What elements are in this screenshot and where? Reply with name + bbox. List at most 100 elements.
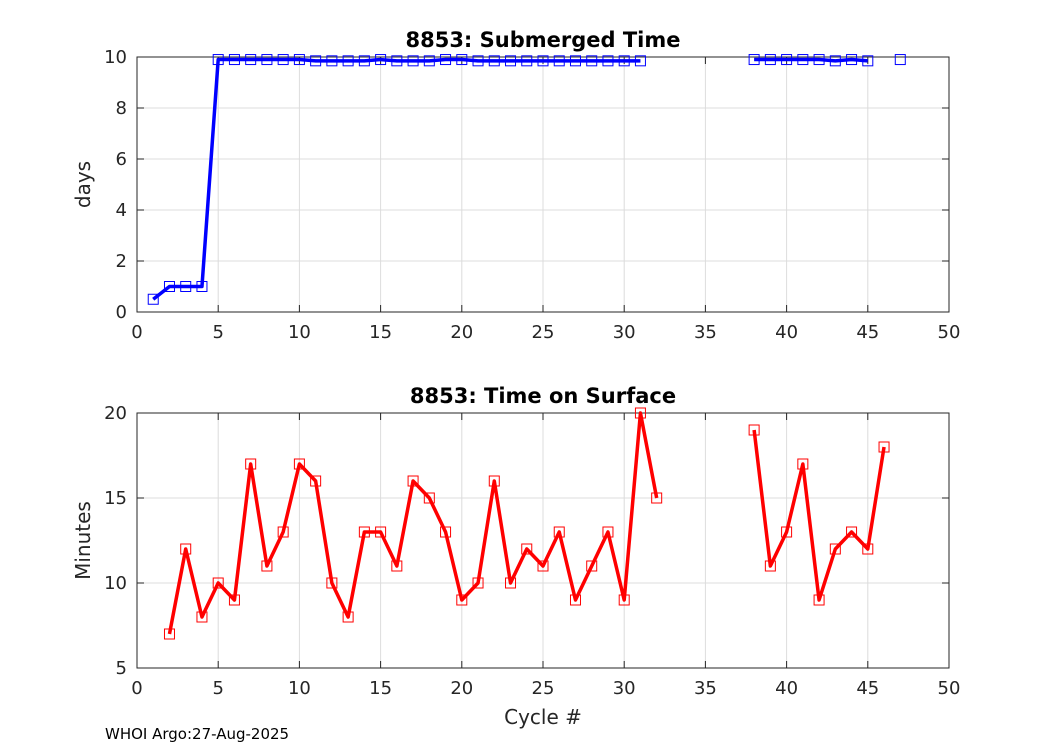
data-point	[813, 54, 825, 66]
data-point	[440, 526, 452, 538]
x-tick-label: 5	[212, 322, 223, 343]
x-tick-label: 30	[613, 678, 636, 699]
x-tick-label: 35	[694, 322, 717, 343]
data-point	[602, 526, 614, 538]
data-point	[212, 54, 224, 66]
data-point	[440, 54, 452, 66]
data-point	[634, 55, 646, 67]
series-line	[754, 57, 868, 63]
footer-credit: WHOI Argo:27-Aug-2025	[105, 725, 290, 743]
data-point	[423, 55, 435, 67]
data-point	[277, 54, 289, 66]
data-point	[196, 611, 208, 623]
series-line	[752, 429, 886, 602]
data-point	[456, 594, 468, 606]
data-point	[846, 526, 858, 538]
data-point	[618, 55, 630, 67]
data-point	[569, 55, 581, 67]
data-point	[326, 577, 338, 589]
x-tick-label: 20	[450, 322, 473, 343]
x-tick-label: 0	[131, 322, 142, 343]
data-point	[764, 54, 776, 66]
data-point	[748, 424, 760, 436]
x-tick-label: 40	[775, 322, 798, 343]
data-point	[862, 55, 874, 67]
y-tick-label: 2	[116, 251, 127, 272]
x-tick-label: 35	[694, 678, 717, 699]
x-tick-label: 20	[450, 678, 473, 699]
data-point	[634, 407, 646, 419]
data-point	[245, 458, 257, 470]
x-tick-label: 15	[369, 678, 392, 699]
data-point	[147, 293, 159, 305]
x-tick-label: 30	[613, 322, 636, 343]
data-point	[829, 55, 841, 67]
x-tick-label: 45	[856, 678, 879, 699]
data-point	[342, 55, 354, 67]
y-tick-label: 4	[116, 200, 127, 221]
data-point	[163, 281, 175, 292]
data-point	[375, 54, 387, 66]
data-point	[228, 594, 240, 606]
data-point	[521, 55, 533, 67]
series-line	[167, 411, 659, 635]
y-tick-label: 10	[104, 47, 127, 68]
y-axis-label: Minutes	[71, 501, 95, 580]
x-tick-label: 15	[369, 322, 392, 343]
data-point	[342, 611, 354, 623]
data-point	[781, 54, 793, 66]
data-point	[878, 441, 890, 453]
data-point	[423, 492, 435, 504]
data-point	[358, 55, 370, 67]
submerged-time-axes: 0 5 10 15 20 25 30 35 40 45 50 0 2 4 6 8 10 8853: Submerg…	[71, 28, 960, 343]
data-point	[521, 543, 533, 555]
data-point	[293, 54, 305, 66]
y-tick-label: 6	[116, 149, 127, 170]
y-tick-label: 20	[104, 403, 127, 424]
data-point	[375, 526, 387, 538]
data-point	[894, 54, 906, 66]
data-point	[326, 55, 338, 67]
x-tick-label: 0	[131, 678, 142, 699]
data-point	[228, 54, 240, 66]
data-point	[537, 560, 549, 572]
data-point	[651, 492, 663, 504]
data-point	[261, 560, 273, 572]
data-point	[505, 577, 517, 589]
data-point	[391, 560, 403, 572]
y-tick-label: 0	[116, 302, 127, 323]
data-point	[310, 55, 322, 67]
data-point	[553, 526, 565, 538]
data-point	[261, 54, 273, 66]
y-tick-label: 5	[116, 658, 127, 679]
data-point	[488, 55, 500, 67]
x-tick-label: 10	[288, 678, 311, 699]
series-line	[152, 57, 641, 301]
x-axis-label: Cycle #	[504, 705, 582, 729]
data-point	[180, 281, 192, 292]
data-point	[407, 475, 419, 487]
data-point	[586, 560, 598, 572]
data-point	[180, 543, 192, 555]
x-tick-label: 45	[856, 322, 879, 343]
data-point	[586, 55, 598, 67]
chart-title: 8853: Submerged Time	[405, 28, 680, 52]
data-point	[245, 54, 257, 66]
data-point	[358, 526, 370, 538]
data-point	[764, 560, 776, 572]
x-tick-label: 50	[938, 678, 961, 699]
data-point	[472, 55, 484, 67]
data-point	[829, 543, 841, 555]
data-point	[797, 458, 809, 470]
data-point	[813, 594, 825, 606]
data-point	[505, 55, 517, 67]
y-tick-label: 15	[104, 488, 127, 509]
data-point	[391, 55, 403, 67]
data-point	[797, 54, 809, 66]
y-tick-label: 8	[116, 98, 127, 119]
data-point	[472, 577, 484, 589]
data-point	[163, 628, 175, 640]
x-tick-label: 25	[532, 678, 555, 699]
